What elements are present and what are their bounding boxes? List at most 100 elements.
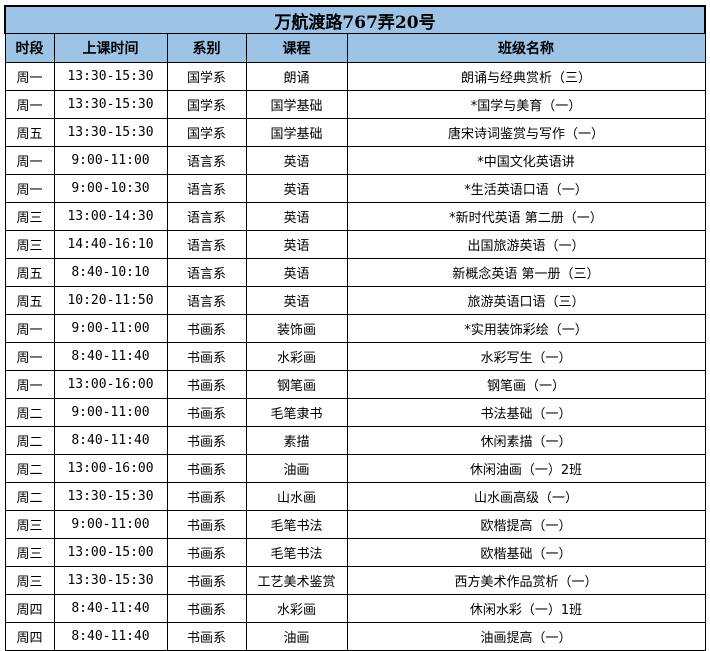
cell-time: 13:30-15:30	[53, 118, 168, 147]
cell-department: 书画系	[166, 314, 247, 343]
cell-department: 语言系	[166, 258, 247, 287]
cell-period: 周四	[4, 622, 55, 651]
cell-period: 周二	[4, 482, 55, 511]
table-row: 周三 13:00-15:00 书画系 毛笔书法 欧楷基础（一）	[4, 538, 706, 567]
table-row: 周五 10:20-11:50 语言系 英语 旅游英语口语（三）	[4, 286, 706, 315]
cell-course: 英语	[245, 174, 348, 203]
cell-class-name: 出国旅游英语（一）	[346, 230, 706, 259]
cell-department: 国学系	[166, 118, 247, 147]
cell-class-name: *国学与美育（一）	[346, 90, 706, 119]
cell-department: 书画系	[166, 510, 247, 539]
cell-department: 国学系	[166, 62, 247, 91]
cell-course: 国学基础	[245, 90, 348, 119]
cell-department: 语言系	[166, 146, 247, 175]
table-row: 周一 9:00-11:00 书画系 装饰画 *实用装饰彩绘（一）	[4, 314, 706, 343]
cell-class-name: 油画提高（一）	[346, 622, 706, 651]
cell-time: 8:40-11:40	[53, 594, 168, 623]
cell-time: 9:00-10:30	[53, 174, 168, 203]
cell-period: 周一	[4, 314, 55, 343]
cell-time: 13:00-15:00	[53, 538, 168, 567]
column-header-department: 系别	[166, 33, 247, 63]
cell-department: 语言系	[166, 202, 247, 231]
cell-time: 14:40-16:10	[53, 230, 168, 259]
cell-period: 周五	[4, 258, 55, 287]
column-header-period: 时段	[4, 33, 55, 63]
cell-period: 周五	[4, 286, 55, 315]
table-row: 周一 9:00-11:00 语言系 英语 *中国文化英语讲	[4, 146, 706, 175]
cell-class-name: *新时代英语 第二册（一）	[346, 202, 706, 231]
title-row: 万航渡路767弄20号	[4, 5, 706, 34]
cell-department: 书画系	[166, 426, 247, 455]
cell-class-name: 欧楷提高（一）	[346, 510, 706, 539]
cell-period: 周二	[4, 454, 55, 483]
cell-department: 书画系	[166, 594, 247, 623]
cell-time: 9:00-11:00	[53, 398, 168, 427]
cell-period: 周三	[4, 566, 55, 595]
cell-class-name: *实用装饰彩绘（一）	[346, 314, 706, 343]
cell-class-name: 欧楷基础（一）	[346, 538, 706, 567]
cell-course: 毛笔书法	[245, 510, 348, 539]
cell-course: 油画	[245, 454, 348, 483]
column-header-course: 课程	[245, 33, 348, 63]
table-row: 周五 13:30-15:30 国学系 国学基础 唐宋诗词鉴赏与写作（一）	[4, 118, 706, 147]
cell-course: 钢笔画	[245, 370, 348, 399]
cell-department: 语言系	[166, 230, 247, 259]
table-row: 周二 8:40-11:40 书画系 素描 休闲素描（一）	[4, 426, 706, 455]
cell-time: 13:30-15:30	[53, 566, 168, 595]
cell-course: 油画	[245, 622, 348, 651]
cell-class-name: 钢笔画（一）	[346, 370, 706, 399]
cell-period: 周三	[4, 202, 55, 231]
cell-department: 书画系	[166, 342, 247, 371]
table-row: 周三 13:30-15:30 书画系 工艺美术鉴赏 西方美术作品赏析（一）	[4, 566, 706, 595]
cell-period: 周一	[4, 370, 55, 399]
table-row: 周一 13:00-16:00 书画系 钢笔画 钢笔画（一）	[4, 370, 706, 399]
cell-department: 语言系	[166, 286, 247, 315]
cell-class-name: 水彩写生（一）	[346, 342, 706, 371]
cell-department: 书画系	[166, 622, 247, 651]
cell-period: 周三	[4, 230, 55, 259]
cell-department: 书画系	[166, 370, 247, 399]
cell-class-name: 书法基础（一）	[346, 398, 706, 427]
table-row: 周二 13:00-16:00 书画系 油画 休闲油画（一）2班	[4, 454, 706, 483]
table-row: 周三 13:00-14:30 语言系 英语 *新时代英语 第二册（一）	[4, 202, 706, 231]
cell-class-name: *中国文化英语讲	[346, 146, 706, 175]
cell-course: 英语	[245, 258, 348, 287]
table-row: 周三 9:00-11:00 书画系 毛笔书法 欧楷提高（一）	[4, 510, 706, 539]
cell-period: 周二	[4, 398, 55, 427]
cell-time: 9:00-11:00	[53, 510, 168, 539]
cell-period: 周一	[4, 62, 55, 91]
column-header-class-name: 班级名称	[346, 33, 706, 63]
table-row: 周一 9:00-10:30 语言系 英语 *生活英语口语（一）	[4, 174, 706, 203]
cell-class-name: 朗诵与经典赏析（三）	[346, 62, 706, 91]
cell-department: 语言系	[166, 174, 247, 203]
cell-course: 素描	[245, 426, 348, 455]
table-row: 周三 14:40-16:10 语言系 英语 出国旅游英语（一）	[4, 230, 706, 259]
cell-period: 周四	[4, 594, 55, 623]
cell-time: 13:30-15:30	[53, 90, 168, 119]
cell-course: 英语	[245, 202, 348, 231]
cell-course: 装饰画	[245, 314, 348, 343]
cell-class-name: *生活英语口语（一）	[346, 174, 706, 203]
cell-class-name: 休闲水彩（一）1班	[346, 594, 706, 623]
cell-department: 书画系	[166, 398, 247, 427]
cell-period: 周一	[4, 90, 55, 119]
cell-period: 周五	[4, 118, 55, 147]
cell-period: 周一	[4, 342, 55, 371]
cell-time: 8:40-11:40	[53, 622, 168, 651]
cell-time: 13:00-16:00	[53, 370, 168, 399]
cell-course: 英语	[245, 230, 348, 259]
cell-class-name: 山水画高级（一）	[346, 482, 706, 511]
cell-period: 周一	[4, 174, 55, 203]
table-row: 周四 8:40-11:40 书画系 水彩画 休闲水彩（一）1班	[4, 594, 706, 623]
cell-time: 13:30-15:30	[53, 62, 168, 91]
table-title: 万航渡路767弄20号	[4, 5, 706, 34]
cell-time: 8:40-11:40	[53, 342, 168, 371]
cell-course: 山水画	[245, 482, 348, 511]
cell-course: 水彩画	[245, 594, 348, 623]
cell-department: 书画系	[166, 454, 247, 483]
cell-period: 周三	[4, 510, 55, 539]
cell-class-name: 唐宋诗词鉴赏与写作（一）	[346, 118, 706, 147]
cell-time: 13:00-16:00	[53, 454, 168, 483]
cell-course: 水彩画	[245, 342, 348, 371]
cell-department: 国学系	[166, 90, 247, 119]
